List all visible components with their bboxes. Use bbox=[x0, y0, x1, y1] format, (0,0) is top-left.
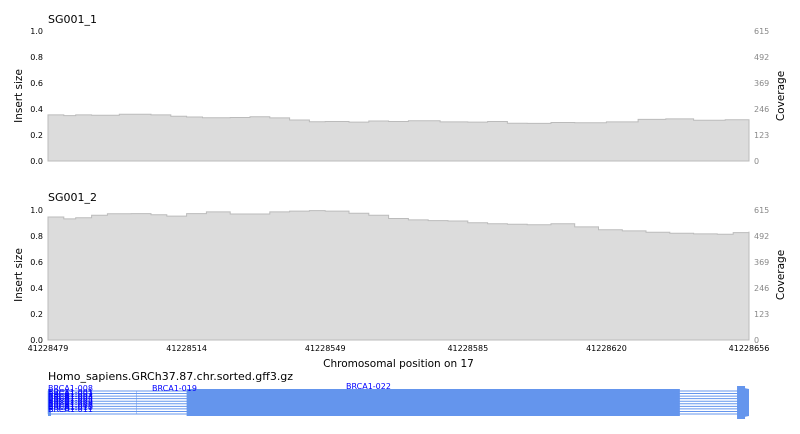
left-tick-label: 0.8 bbox=[30, 232, 43, 241]
x-tick-label: 41228514 bbox=[166, 344, 207, 353]
x-tick-label: 41228620 bbox=[586, 344, 627, 353]
feature-label: BRCA1-008 bbox=[48, 384, 93, 393]
track-title: Homo_sapiens.GRCh37.87.chr.sorted.gff3.g… bbox=[48, 370, 293, 383]
left-tick-label: 0.2 bbox=[30, 310, 43, 319]
left-tick-label: 1.0 bbox=[30, 206, 43, 215]
left-tick-label: 0.4 bbox=[30, 284, 43, 293]
right-tick-label: 246 bbox=[754, 105, 769, 114]
feature-label: BRCA1-003 bbox=[48, 392, 93, 401]
ylabel-right: Coverage bbox=[775, 71, 787, 121]
ylabel-left: Insert size bbox=[13, 248, 25, 302]
ylabel-right: Coverage bbox=[775, 250, 787, 300]
x-tick-label: 41228549 bbox=[305, 344, 346, 353]
coverage-area bbox=[47, 113, 750, 162]
x-tick-label: 41228479 bbox=[28, 344, 69, 353]
feature-label: BRCA1-019 bbox=[152, 384, 197, 393]
right-tick-label: 123 bbox=[754, 131, 769, 140]
right-tick-label: 369 bbox=[754, 79, 769, 88]
left-tick-label: 0.2 bbox=[30, 131, 43, 140]
left-tick-label: 0.4 bbox=[30, 105, 43, 114]
right-tick-label: 123 bbox=[754, 310, 769, 319]
feature-label: BRCA1-010 bbox=[48, 403, 93, 412]
left-tick-label: 0.0 bbox=[30, 157, 43, 166]
feature-label: BRCA1-007 bbox=[48, 399, 93, 408]
left-tick-label: 0.6 bbox=[30, 258, 43, 267]
left-tick-label: 0.0 bbox=[30, 336, 43, 345]
x-tick-label: 41228656 bbox=[729, 344, 770, 353]
feature-label: BRCA1-005 bbox=[48, 396, 93, 405]
right-tick-label: 615 bbox=[754, 206, 769, 215]
coverage-area bbox=[47, 210, 750, 341]
panel-title: SG001_2 bbox=[48, 191, 97, 204]
left-tick-label: 1.0 bbox=[30, 27, 43, 36]
strand-arrow bbox=[739, 387, 749, 418]
right-tick-label: 246 bbox=[754, 284, 769, 293]
right-tick-label: 492 bbox=[754, 53, 769, 62]
x-tick-label: 41228585 bbox=[447, 344, 488, 353]
x-axis-label: Chromosomal position on 17 bbox=[323, 358, 474, 370]
right-tick-label: 615 bbox=[754, 27, 769, 36]
feature-label: BRCA1-022 bbox=[346, 382, 391, 391]
feature-label: BRCA1-009 bbox=[48, 401, 93, 410]
feature-label: BRCA1-011 bbox=[48, 405, 93, 414]
panel-title: SG001_1 bbox=[48, 13, 97, 26]
right-tick-label: 0 bbox=[754, 157, 759, 166]
left-tick-label: 0.6 bbox=[30, 79, 43, 88]
ylabel-left: Insert size bbox=[13, 69, 25, 123]
exon-block-main bbox=[186, 389, 680, 416]
feature-label: BRCA1-004 bbox=[48, 394, 93, 403]
feature-label: BRCA1-006 bbox=[48, 398, 93, 407]
feature-label: BRCA1-002 bbox=[48, 390, 93, 399]
transcript-start-marker bbox=[48, 389, 51, 416]
right-tick-label: 0 bbox=[754, 336, 759, 345]
right-tick-label: 369 bbox=[754, 258, 769, 267]
feature-label: BRCA1-001 bbox=[48, 388, 93, 397]
left-tick-label: 0.8 bbox=[30, 53, 43, 62]
right-tick-label: 492 bbox=[754, 232, 769, 241]
